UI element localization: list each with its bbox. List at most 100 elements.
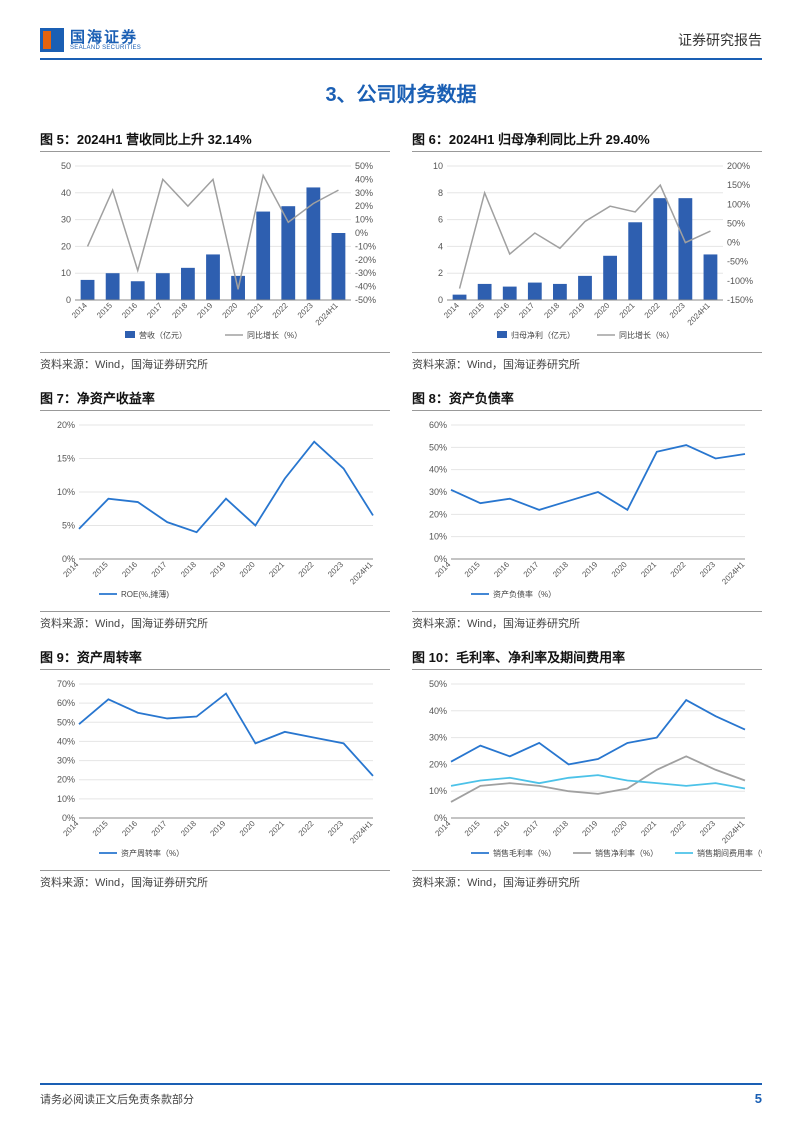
svg-text:2019: 2019 bbox=[208, 819, 227, 838]
svg-text:70%: 70% bbox=[57, 679, 75, 689]
chart-8-source: 资料来源：Wind，国海证券研究所 bbox=[412, 611, 762, 631]
svg-text:2021: 2021 bbox=[267, 560, 286, 579]
svg-text:2018: 2018 bbox=[551, 560, 570, 579]
svg-text:30%: 30% bbox=[429, 487, 447, 497]
svg-text:2024H1: 2024H1 bbox=[314, 301, 341, 328]
svg-text:同比增长（%）: 同比增长（%） bbox=[619, 330, 674, 340]
svg-text:20%: 20% bbox=[355, 201, 373, 211]
svg-text:2017: 2017 bbox=[522, 560, 541, 579]
svg-text:40%: 40% bbox=[57, 736, 75, 746]
svg-text:归母净利（亿元）: 归母净利（亿元） bbox=[511, 330, 575, 340]
svg-text:0: 0 bbox=[438, 295, 443, 305]
svg-text:2015: 2015 bbox=[91, 560, 110, 579]
svg-text:2023: 2023 bbox=[698, 819, 717, 838]
svg-text:0%: 0% bbox=[355, 228, 368, 238]
svg-text:2024H1: 2024H1 bbox=[348, 560, 375, 587]
svg-text:60%: 60% bbox=[57, 698, 75, 708]
svg-text:2021: 2021 bbox=[246, 301, 265, 320]
chart-6-source: 资料来源：Wind，国海证券研究所 bbox=[412, 352, 762, 372]
svg-text:10: 10 bbox=[61, 268, 71, 278]
svg-text:50: 50 bbox=[61, 161, 71, 171]
svg-text:销售期间费用率（%）: 销售期间费用率（%） bbox=[697, 848, 762, 858]
chart-10-title: 图 10：毛利率、净利率及期间费用率 bbox=[412, 647, 762, 670]
svg-text:2019: 2019 bbox=[195, 301, 214, 320]
svg-text:2020: 2020 bbox=[221, 301, 240, 320]
svg-text:2021: 2021 bbox=[267, 819, 286, 838]
svg-text:6: 6 bbox=[438, 215, 443, 225]
svg-text:2021: 2021 bbox=[639, 819, 658, 838]
svg-text:2022: 2022 bbox=[669, 560, 688, 579]
svg-text:50%: 50% bbox=[429, 679, 447, 689]
svg-text:30%: 30% bbox=[57, 756, 75, 766]
svg-text:2015: 2015 bbox=[463, 819, 482, 838]
doc-type: 证券研究报告 bbox=[678, 30, 762, 50]
svg-text:2020: 2020 bbox=[610, 819, 629, 838]
svg-text:2020: 2020 bbox=[238, 819, 257, 838]
svg-text:20%: 20% bbox=[57, 420, 75, 430]
svg-text:10%: 10% bbox=[57, 487, 75, 497]
chart-9-source: 资料来源：Wind，国海证券研究所 bbox=[40, 870, 390, 890]
svg-text:2016: 2016 bbox=[492, 819, 511, 838]
svg-text:2023: 2023 bbox=[326, 819, 345, 838]
svg-text:10%: 10% bbox=[429, 532, 447, 542]
svg-text:2014: 2014 bbox=[70, 301, 89, 320]
chart-8-title: 图 8：资产负债率 bbox=[412, 388, 762, 411]
svg-text:5%: 5% bbox=[62, 521, 75, 531]
svg-text:2022: 2022 bbox=[271, 301, 290, 320]
svg-text:2023: 2023 bbox=[296, 301, 315, 320]
svg-text:资产周转率（%）: 资产周转率（%） bbox=[121, 848, 184, 858]
chart-8: 图 8：资产负债率 0%10%20%30%40%50%60%2014201520… bbox=[412, 388, 762, 631]
svg-text:50%: 50% bbox=[355, 161, 373, 171]
svg-text:2023: 2023 bbox=[326, 560, 345, 579]
chart-6: 图 6：2024H1 归母净利同比上升 29.40% 0246810-150%-… bbox=[412, 129, 762, 372]
svg-text:2018: 2018 bbox=[179, 819, 198, 838]
svg-text:10%: 10% bbox=[57, 794, 75, 804]
svg-text:8: 8 bbox=[438, 188, 443, 198]
svg-text:2015: 2015 bbox=[467, 301, 486, 320]
svg-text:2019: 2019 bbox=[580, 560, 599, 579]
chart-5-canvas: 01020304050-50%-40%-30%-20%-10%0%10%20%3… bbox=[40, 158, 390, 348]
svg-text:-150%: -150% bbox=[727, 295, 753, 305]
svg-text:30: 30 bbox=[61, 215, 71, 225]
svg-text:ROE(%,摊薄): ROE(%,摊薄) bbox=[121, 589, 169, 599]
svg-text:2014: 2014 bbox=[442, 301, 461, 320]
svg-text:40%: 40% bbox=[429, 465, 447, 475]
svg-text:50%: 50% bbox=[727, 218, 745, 228]
svg-text:2016: 2016 bbox=[492, 560, 511, 579]
chart-10-source: 资料来源：Wind，国海证券研究所 bbox=[412, 870, 762, 890]
page-footer: 请务必阅读正文后免责条款部分 5 bbox=[40, 1083, 762, 1107]
svg-text:15%: 15% bbox=[57, 454, 75, 464]
chart-10-canvas: 0%10%20%30%40%50%20142015201620172018201… bbox=[412, 676, 762, 866]
svg-text:销售毛利率（%）: 销售毛利率（%） bbox=[493, 848, 556, 858]
svg-text:60%: 60% bbox=[429, 420, 447, 430]
svg-text:-40%: -40% bbox=[355, 282, 376, 292]
svg-text:100%: 100% bbox=[727, 199, 750, 209]
svg-text:0%: 0% bbox=[727, 238, 740, 248]
svg-text:20%: 20% bbox=[429, 509, 447, 519]
svg-text:2018: 2018 bbox=[179, 560, 198, 579]
svg-text:2015: 2015 bbox=[91, 819, 110, 838]
svg-text:2024H1: 2024H1 bbox=[720, 560, 747, 587]
svg-text:40: 40 bbox=[61, 188, 71, 198]
svg-text:-50%: -50% bbox=[355, 295, 376, 305]
svg-text:40%: 40% bbox=[355, 174, 373, 184]
svg-text:20%: 20% bbox=[57, 775, 75, 785]
svg-text:2015: 2015 bbox=[95, 301, 114, 320]
footer-disclaimer: 请务必阅读正文后免责条款部分 bbox=[40, 1091, 194, 1107]
svg-text:2019: 2019 bbox=[567, 301, 586, 320]
chart-grid: 图 5：2024H1 营收同比上升 32.14% 01020304050-50%… bbox=[40, 129, 762, 890]
svg-text:2018: 2018 bbox=[170, 301, 189, 320]
svg-text:2021: 2021 bbox=[639, 560, 658, 579]
chart-5: 图 5：2024H1 营收同比上升 32.14% 01020304050-50%… bbox=[40, 129, 390, 372]
svg-text:150%: 150% bbox=[727, 180, 750, 190]
chart-7-canvas: 0%5%10%15%20%201420152016201720182019202… bbox=[40, 417, 390, 607]
svg-text:2019: 2019 bbox=[208, 560, 227, 579]
svg-text:2021: 2021 bbox=[618, 301, 637, 320]
svg-text:2018: 2018 bbox=[551, 819, 570, 838]
logo-icon bbox=[40, 28, 64, 52]
svg-text:2017: 2017 bbox=[517, 301, 536, 320]
svg-text:2020: 2020 bbox=[593, 301, 612, 320]
page-number: 5 bbox=[755, 1091, 762, 1107]
chart-7-title: 图 7：净资产收益率 bbox=[40, 388, 390, 411]
svg-text:2024H1: 2024H1 bbox=[686, 301, 713, 328]
